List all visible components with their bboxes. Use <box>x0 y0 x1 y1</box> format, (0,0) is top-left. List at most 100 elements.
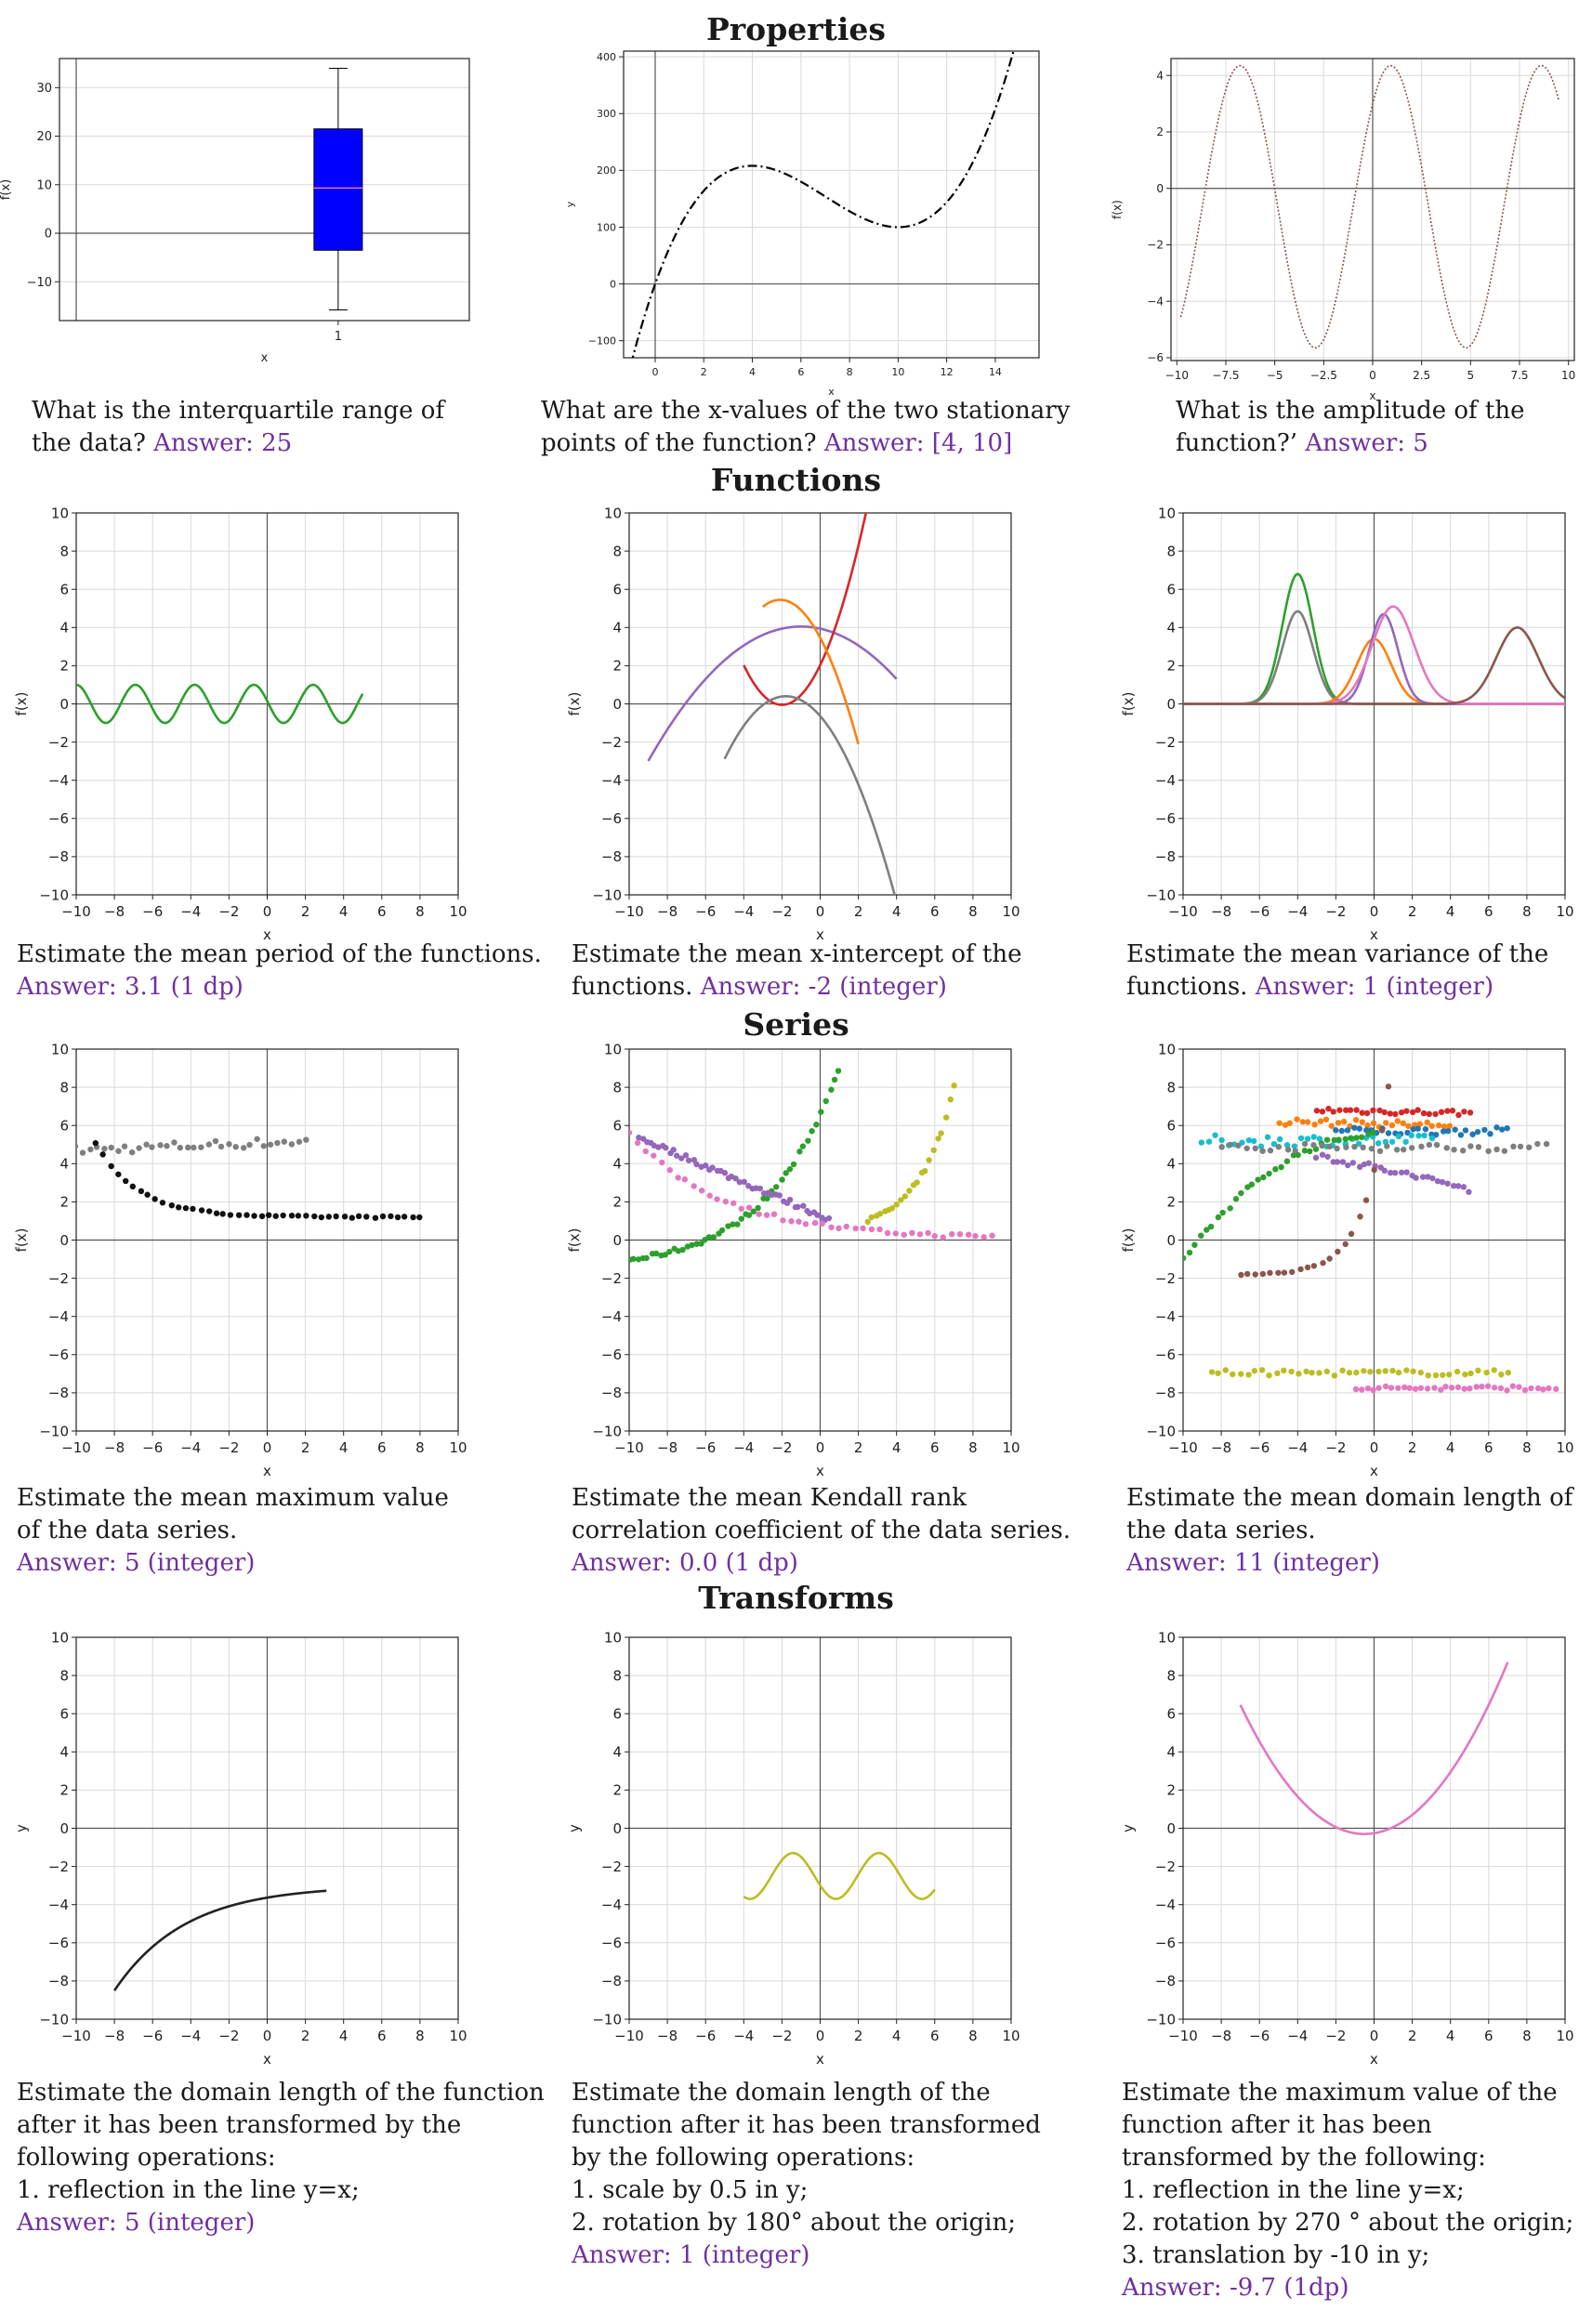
data-point <box>1251 1368 1258 1374</box>
caption-transform-maximum: Estimate the maximum value of the functi… <box>1122 2077 1573 2304</box>
plot-area: −10 −8 −6 −4 −2 0 2 4 6 8 10 −10 −8 −6 −4 −2 0 2 4 6 8 10 x f(x… <box>13 505 467 943</box>
data-point <box>876 1210 884 1217</box>
question-text: Estimate the mean domain length of the d… <box>1126 1484 1573 1544</box>
data-point <box>691 1183 697 1189</box>
data-point <box>1428 1123 1435 1130</box>
data-point <box>1364 1385 1372 1392</box>
series-group <box>1183 1083 1559 1394</box>
data-point <box>922 1167 928 1175</box>
y-tick-label: −4 <box>1155 1308 1176 1325</box>
data-point <box>1491 1385 1498 1391</box>
data-point <box>1387 1110 1393 1117</box>
y-tick-label: −10 <box>27 276 52 290</box>
x-tick-label: 1 <box>335 330 342 344</box>
data-point <box>138 1188 145 1195</box>
y-axis-label: y <box>566 1824 583 1832</box>
data-point <box>1517 1143 1524 1150</box>
data-point <box>1434 1177 1441 1185</box>
data-point <box>265 1212 272 1218</box>
data-point <box>143 1141 150 1148</box>
data-point <box>1326 1255 1333 1262</box>
data-point <box>251 1213 257 1219</box>
caption-mean-variance: Estimate the mean variance of the functi… <box>1126 939 1548 1004</box>
data-point <box>1323 1368 1331 1375</box>
y-tick-label: −6 <box>1155 1935 1176 1951</box>
data-point <box>1294 1116 1300 1123</box>
y-tick-label: −8 <box>601 848 622 865</box>
data-point <box>898 1197 904 1203</box>
data-point <box>159 1200 166 1206</box>
x-tick-label: 10 <box>891 366 904 378</box>
data-point <box>689 1241 695 1249</box>
caption-kendall: Estimate the mean Kendall rank correlati… <box>572 1482 1071 1580</box>
data-point <box>144 1191 151 1198</box>
caption-mean-period: Estimate the mean period of the function… <box>17 939 542 1004</box>
data-point <box>372 1215 379 1221</box>
data-point <box>926 1157 932 1163</box>
data-point <box>640 1136 647 1142</box>
x-tick-label: 6 <box>1484 903 1493 920</box>
caption-amplitude: What is the amplitude of the function?’ … <box>1176 395 1525 460</box>
data-point <box>1426 1110 1433 1118</box>
data-point <box>1438 1386 1444 1393</box>
chart-panel-1: −10 0 10 20 30 x f(x) 1 <box>0 53 475 372</box>
data-point <box>636 1135 642 1141</box>
chart-svg: −10 −8 −6 −4 −2 0 2 4 6 8 10 −10 −8 −6 −4 −2 0 2 4 6 8 10 x f(x… <box>13 1041 467 1479</box>
x-tick-label: −7.5 <box>1212 369 1239 382</box>
y-tick-label: −2 <box>601 1270 622 1287</box>
y-tick-label: 2 <box>1166 658 1176 675</box>
data-point <box>776 1192 783 1199</box>
x-tick-label: −10 <box>61 1439 91 1456</box>
data-point <box>212 1137 219 1145</box>
data-point <box>1367 1368 1374 1375</box>
x-tick-label: 8 <box>1522 2028 1532 2044</box>
y-tick-label: −10 <box>1146 2011 1176 2028</box>
data-point <box>1467 1143 1474 1149</box>
data-point <box>1356 1163 1363 1171</box>
data-point <box>1356 1125 1363 1132</box>
data-point <box>931 1232 938 1240</box>
caption-iqr: What is the interquartile range of the d… <box>32 395 444 460</box>
data-point <box>1365 1160 1372 1166</box>
data-point <box>710 1234 717 1241</box>
x-tick-label: −10 <box>1168 903 1198 920</box>
data-point <box>1461 1385 1467 1392</box>
chart-panel-8: −10 −8 −6 −4 −2 0 2 4 6 8 10 −10 −8 −6 −4 −2 0 2 4 6 8 10 x f(x… <box>564 1041 1020 1482</box>
data-point <box>1405 1123 1412 1129</box>
data-point <box>295 1213 302 1219</box>
data-point <box>1493 1146 1500 1153</box>
plot-area: −10 −8 −6 −4 −2 0 2 4 6 8 10 −10 −8 −6 −4 −2 0 2 4 6 8 10 x f(x… <box>1120 1041 1574 1479</box>
data-point <box>1429 1175 1436 1182</box>
data-point <box>1431 1385 1438 1391</box>
data-point <box>1428 1135 1436 1142</box>
series-line-3 <box>761 598 860 745</box>
data-point <box>1353 1135 1360 1141</box>
x-axis-label: x <box>1369 389 1375 402</box>
data-point <box>805 1137 811 1144</box>
series-line-1 <box>1239 1661 1509 1835</box>
y-tick-label: 400 <box>597 51 616 63</box>
series-group <box>629 1068 995 1263</box>
data-point <box>1528 1385 1534 1392</box>
data-point <box>198 1144 204 1150</box>
data-point <box>1400 1146 1407 1153</box>
data-point <box>813 1122 820 1128</box>
question-text: Estimate the mean maximum value of the d… <box>17 1484 449 1544</box>
data-point <box>1310 1134 1317 1140</box>
data-point <box>1363 1109 1371 1117</box>
data-point <box>893 1201 900 1208</box>
x-tick-label: −4 <box>1287 903 1308 920</box>
data-point <box>379 1213 387 1220</box>
data-point <box>1442 1384 1449 1390</box>
plot-frame <box>623 50 1040 359</box>
x-tick-label: 2 <box>1408 903 1417 920</box>
data-point <box>1355 1140 1362 1147</box>
data-point <box>1322 1116 1330 1123</box>
y-tick-label: −6 <box>1155 1346 1176 1363</box>
data-point <box>1403 1169 1410 1175</box>
y-tick-label: 0 <box>1166 1232 1176 1249</box>
y-tick-label: 4 <box>1156 69 1164 82</box>
data-point <box>235 1212 243 1218</box>
data-point <box>1331 1136 1337 1144</box>
data-point <box>206 1208 213 1215</box>
